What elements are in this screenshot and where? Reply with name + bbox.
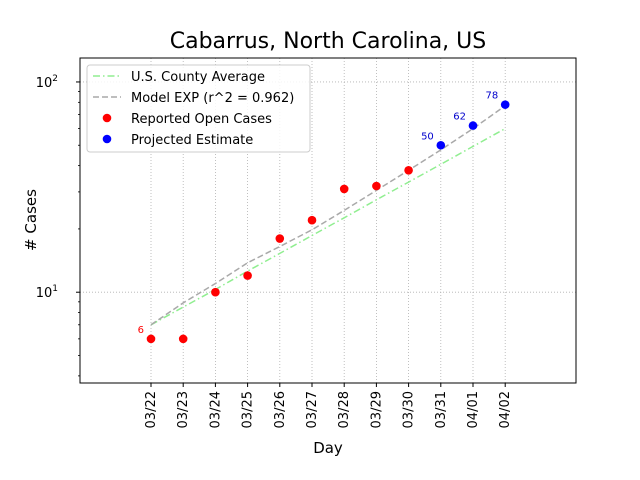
x-tick-label: 03/22 xyxy=(144,391,159,428)
x-tick-label: 03/31 xyxy=(434,391,449,428)
y-axis-label: # Cases xyxy=(22,189,40,251)
x-tick-label: 03/28 xyxy=(337,391,352,428)
y-tick-label: 102 xyxy=(36,74,58,91)
data-point xyxy=(307,215,317,225)
x-tick-label: 03/29 xyxy=(369,391,384,428)
x-axis-label: Day xyxy=(313,439,343,457)
data-point xyxy=(275,234,285,243)
x-tick-label: 03/26 xyxy=(273,391,288,428)
x-tick-label: 03/30 xyxy=(402,391,417,428)
data-point xyxy=(146,334,156,344)
plot-frame xyxy=(79,57,577,384)
data-point xyxy=(372,181,381,191)
legend-swatch xyxy=(102,134,112,144)
legend-swatch xyxy=(102,113,112,123)
x-tick-label: 03/25 xyxy=(241,391,256,428)
data-point xyxy=(500,100,510,109)
y-tick-label: 101 xyxy=(36,284,58,301)
legend-box xyxy=(86,64,311,153)
data-label: 78 xyxy=(485,91,498,102)
legend-label: Projected Estimate xyxy=(131,133,253,148)
chart-title: Cabarrus, North Carolina, US xyxy=(170,29,486,54)
x-tick-label: 03/27 xyxy=(305,391,320,428)
series-line xyxy=(150,105,506,326)
legend-label: Model EXP (r^2 = 0.962) xyxy=(131,91,294,106)
data-label: 6 xyxy=(138,325,144,336)
data-point xyxy=(404,166,413,175)
legend-label: Reported Open Cases xyxy=(131,112,272,127)
series-line xyxy=(150,127,506,326)
x-tick-label: 03/24 xyxy=(208,391,223,428)
data-point xyxy=(211,287,220,297)
data-point xyxy=(178,334,188,344)
data-point xyxy=(339,184,349,194)
x-tick-label: 04/02 xyxy=(498,391,513,428)
data-point xyxy=(436,140,446,150)
data-point xyxy=(468,121,478,130)
x-tick-label: 04/01 xyxy=(466,391,481,428)
x-tick-label: 03/23 xyxy=(176,391,191,428)
plot-series: 6 50 62 78 xyxy=(138,91,510,344)
axes: 03/22 03/23 03/24 03/25 03/26 03/27 03/28 03/29… xyxy=(36,74,513,429)
legend-label: U.S. County Average xyxy=(131,70,265,85)
data-label: 50 xyxy=(421,131,434,142)
data-label: 62 xyxy=(453,112,466,123)
data-point xyxy=(243,271,252,280)
legend: U.S. County Average Model EXP (r^2 = 0.96… xyxy=(86,64,311,153)
